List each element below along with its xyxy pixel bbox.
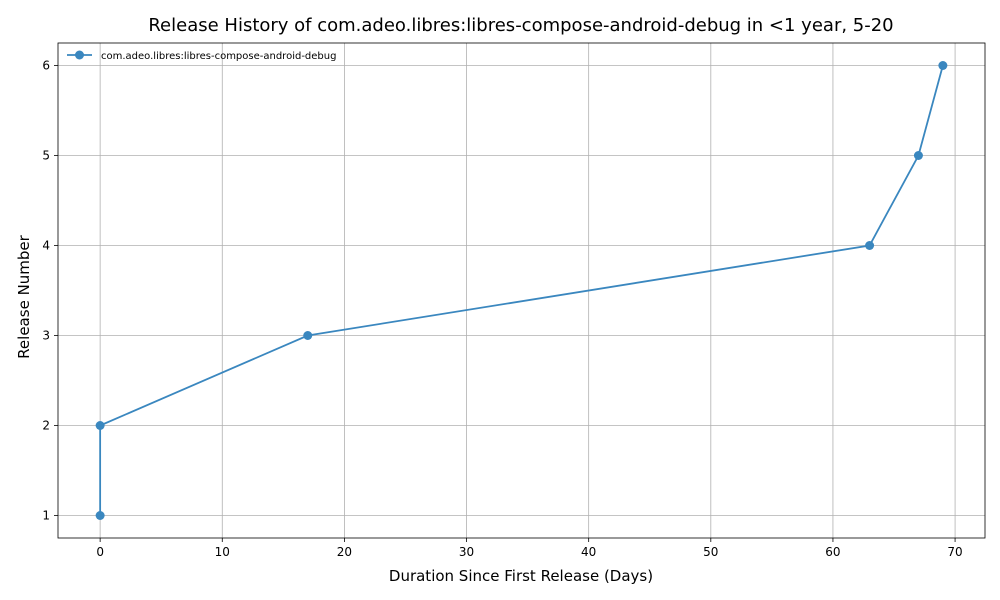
y-tick-label: 6 [42, 59, 50, 73]
data-point [95, 421, 105, 430]
data-point [95, 511, 105, 520]
legend: com.adeo.libres:libres-compose-android-d… [67, 50, 336, 62]
x-axis-ticks: 0 10 20 30 40 50 60 70 [96, 538, 963, 559]
series-line [99, 65, 944, 516]
x-tick-label: 30 [459, 545, 474, 559]
y-tick-label: 3 [42, 329, 50, 343]
x-axis-title: Duration Since First Release (Days) [389, 567, 653, 585]
legend-label: com.adeo.libres:libres-compose-android-d… [101, 51, 336, 62]
data-point [913, 151, 923, 160]
y-tick-label: 4 [42, 239, 50, 253]
legend-marker [75, 50, 84, 60]
x-tick-label: 70 [947, 545, 962, 559]
y-tick-label: 5 [42, 149, 50, 163]
series-layer [95, 61, 948, 520]
y-tick-label: 2 [42, 419, 50, 433]
x-tick-label: 50 [703, 545, 718, 559]
x-tick-label: 0 [96, 545, 104, 559]
data-point [938, 61, 948, 70]
data-point [303, 331, 313, 340]
x-tick-label: 20 [337, 545, 352, 559]
x-tick-label: 60 [825, 545, 840, 559]
x-tick-label: 10 [215, 545, 230, 559]
data-point [865, 241, 875, 250]
chart-title: Release History of com.adeo.libres:libre… [148, 15, 893, 36]
y-axis-ticks: 1 2 3 4 5 6 [42, 59, 58, 523]
y-tick-label: 1 [42, 509, 50, 523]
plot-frame [57, 42, 986, 539]
grid [58, 43, 985, 538]
y-axis-title: Release Number [15, 234, 33, 358]
x-tick-label: 40 [581, 545, 596, 559]
